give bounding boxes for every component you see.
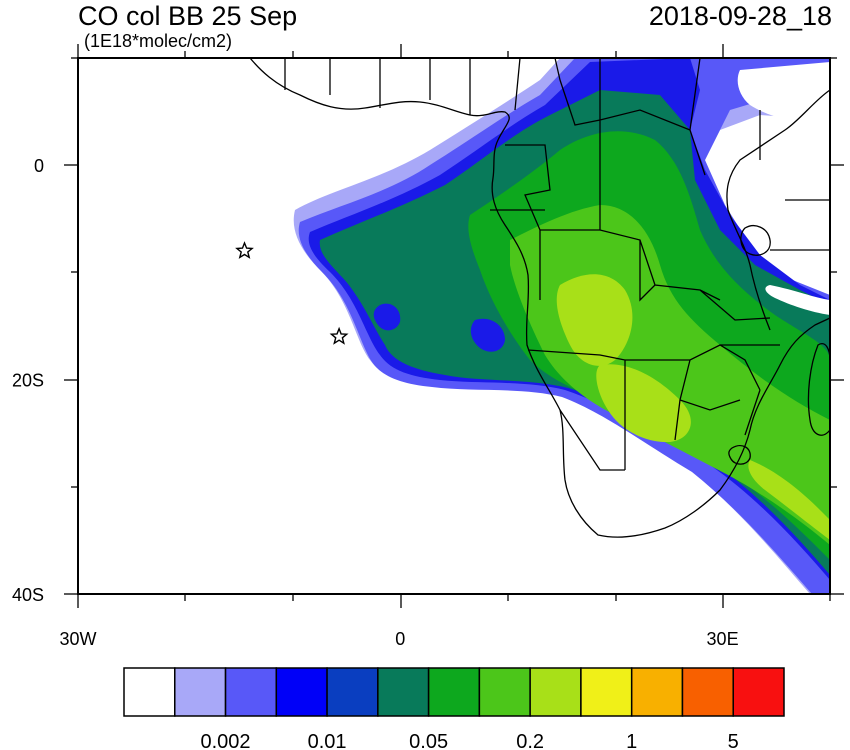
colorbar-label: 0.2 <box>516 731 544 750</box>
map-title: CO col BB 25 Sep <box>78 1 298 31</box>
colorbar-label: 0.002 <box>201 731 251 750</box>
colorbar-swatch <box>529 667 582 717</box>
tick-marks <box>64 44 844 608</box>
y-tick-label: 40S <box>12 585 44 605</box>
colorbar-label: 0.05 <box>409 731 448 750</box>
plume-band-yellow-green <box>556 274 633 366</box>
star-marker-icon <box>235 241 254 259</box>
coastlines <box>249 58 830 538</box>
x-tick-label: 30W <box>59 629 96 649</box>
colorbar-label: 1 <box>626 731 637 750</box>
plume-field <box>293 58 830 594</box>
colorbar-swatch <box>630 667 684 717</box>
x-tick-label: 30E <box>707 629 739 649</box>
colorbar-swatch <box>478 667 531 717</box>
y-axis-labels: 0 20S 40S <box>12 156 44 605</box>
colorbar-label: 0.01 <box>308 731 347 750</box>
colorbar-swatch <box>681 667 734 717</box>
colorbar-swatch <box>224 667 278 717</box>
plume-band-yellow-green-2 <box>596 364 691 443</box>
colorbar-swatch <box>275 667 328 717</box>
plume-band-yellow-green-3 <box>748 460 830 540</box>
colorbar-swatch <box>427 667 481 717</box>
colorbar-swatch <box>174 667 227 717</box>
y-tick-label: 0 <box>34 156 44 176</box>
colorbar-swatch <box>326 667 379 717</box>
madagascar <box>807 343 830 436</box>
lesotho <box>728 444 751 465</box>
plume-pocket-blue <box>470 318 505 352</box>
clear-patch-2 <box>765 285 830 315</box>
clear-patch <box>737 62 830 122</box>
east-africa-coast <box>726 60 830 331</box>
colorbar-label: 5 <box>728 731 739 750</box>
units-label: (1E18*molec/cm2) <box>84 31 233 51</box>
colorbar <box>123 667 785 717</box>
colorbar-swatch <box>377 667 430 717</box>
lake-victoria <box>740 225 771 256</box>
plot-frame <box>77 57 831 595</box>
timestamp-label: 2018-09-28_18 <box>648 1 832 31</box>
x-axis-labels: 30W 0 30E <box>59 629 738 649</box>
colorbar-labels: 0.002 0.01 0.05 0.2 1 5 <box>201 731 739 750</box>
colorbar-swatch <box>580 667 633 717</box>
star-marker-icon <box>329 326 349 345</box>
colorbar-swatch <box>123 667 176 717</box>
country-borders <box>284 58 830 471</box>
west-africa-coast <box>249 58 830 538</box>
y-tick-label: 20S <box>12 371 44 391</box>
x-tick-label: 0 <box>395 629 405 649</box>
site-markers <box>235 241 349 345</box>
plume-pocket-blue-2 <box>373 303 401 331</box>
colorbar-swatch <box>732 667 785 717</box>
